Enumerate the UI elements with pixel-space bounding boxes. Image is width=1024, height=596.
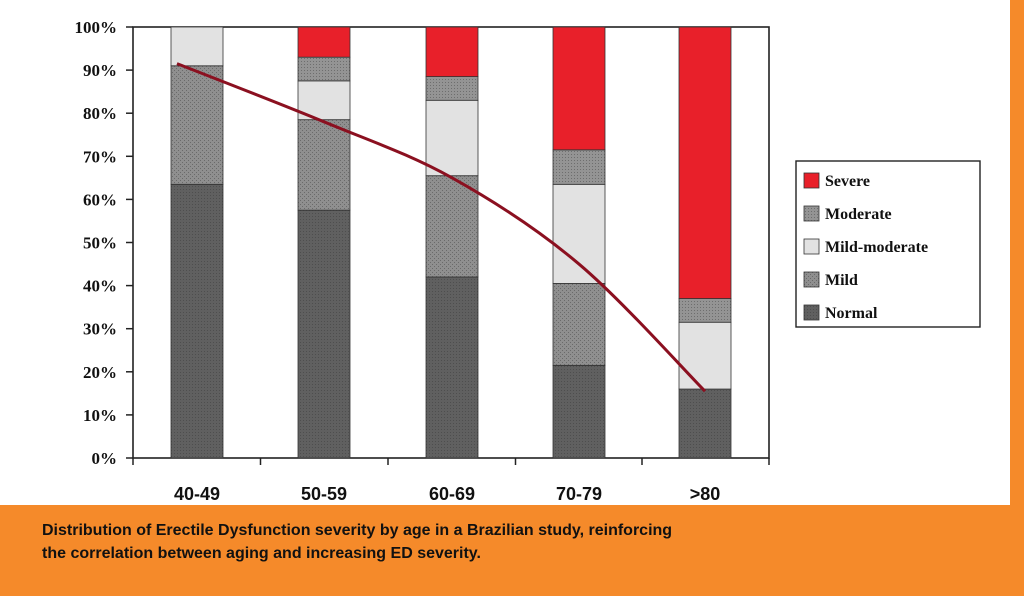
x-tick-label: 50-59 (301, 484, 347, 504)
bar-segment-normal (552, 364, 606, 459)
y-tick-label: 70% (83, 147, 117, 166)
legend-label-mild: Mild (825, 272, 858, 289)
legend-swatch-mild (803, 271, 820, 288)
bar-segment-severe (425, 26, 479, 77)
legend: Severe Moderate Mild-moderate Mild Normal (795, 160, 981, 328)
bar-segment-moderate (425, 76, 479, 101)
bar-segment-mild-moderate (678, 321, 732, 390)
bar-segment-mild (425, 175, 479, 278)
y-tick-label: 60% (83, 190, 117, 209)
bar-segment-normal (678, 388, 732, 459)
x-tick-label: 70-79 (556, 484, 602, 504)
y-tick-label: 80% (83, 104, 117, 123)
bar-segment-mild-moderate (552, 183, 606, 284)
bar-segment-normal (425, 276, 479, 459)
bar-segment-mild (170, 65, 224, 185)
plot-area: 0% 10% 20% 30% 40% 50% 60% 70% 80% 90% 100% 40-49 50… (75, 18, 770, 504)
bar-segment-moderate (552, 149, 606, 185)
bar-segment-normal (170, 183, 224, 459)
legend-swatch-severe (803, 172, 820, 189)
bar-segment-mild-moderate (425, 99, 479, 177)
bar-segment-severe (678, 26, 732, 299)
legend-swatch-normal (803, 304, 820, 321)
stacked-bar-chart: 0% 10% 20% 30% 40% 50% 60% 70% 80% 90% 100% 40-49 50… (75, 18, 981, 504)
bar-segment-severe (297, 26, 351, 58)
x-tick-label: 40-49 (174, 484, 220, 504)
caption-line-2: the correlation between aging and increa… (42, 545, 481, 562)
y-tick-label: 50% (83, 234, 117, 253)
legend-label-normal: Normal (825, 305, 878, 322)
legend-label-severe: Severe (825, 173, 870, 190)
caption-line-1: Distribution of Erectile Dysfunction sev… (42, 522, 673, 539)
legend-box (795, 160, 981, 328)
bar-segment-normal (297, 209, 351, 459)
y-tick-label: 30% (83, 320, 117, 339)
chart-panel: 0% 10% 20% 30% 40% 50% 60% 70% 80% 90% 100% 40-49 50… (0, 0, 1010, 505)
y-tick-label: 10% (83, 406, 117, 425)
y-tick-label: 90% (83, 61, 117, 80)
bar-segment-moderate (297, 56, 351, 82)
legend-label-moderate: Moderate (825, 206, 892, 223)
legend-swatch-moderate (803, 205, 820, 222)
bar-segment-mild-moderate (297, 80, 351, 121)
legend-swatch-mild-moderate (803, 238, 820, 255)
bar-segment-mild-moderate (170, 26, 224, 67)
bar-segment-mild (552, 283, 606, 366)
bar-segment-severe (552, 26, 606, 151)
y-tick-label: 100% (75, 18, 118, 37)
bar-segment-mild (297, 119, 351, 211)
trend-line (176, 62, 707, 393)
legend-label-mild-moderate: Mild-moderate (825, 239, 928, 256)
bar-segment-moderate (678, 298, 732, 323)
figure-caption: Distribution of Erectile Dysfunction sev… (42, 519, 982, 565)
y-tick-label: 40% (83, 277, 117, 296)
x-tick-label: >80 (690, 484, 721, 504)
y-tick-label: 20% (83, 363, 117, 382)
y-tick-label: 0% (92, 449, 118, 468)
x-tick-label: 60-69 (429, 484, 475, 504)
